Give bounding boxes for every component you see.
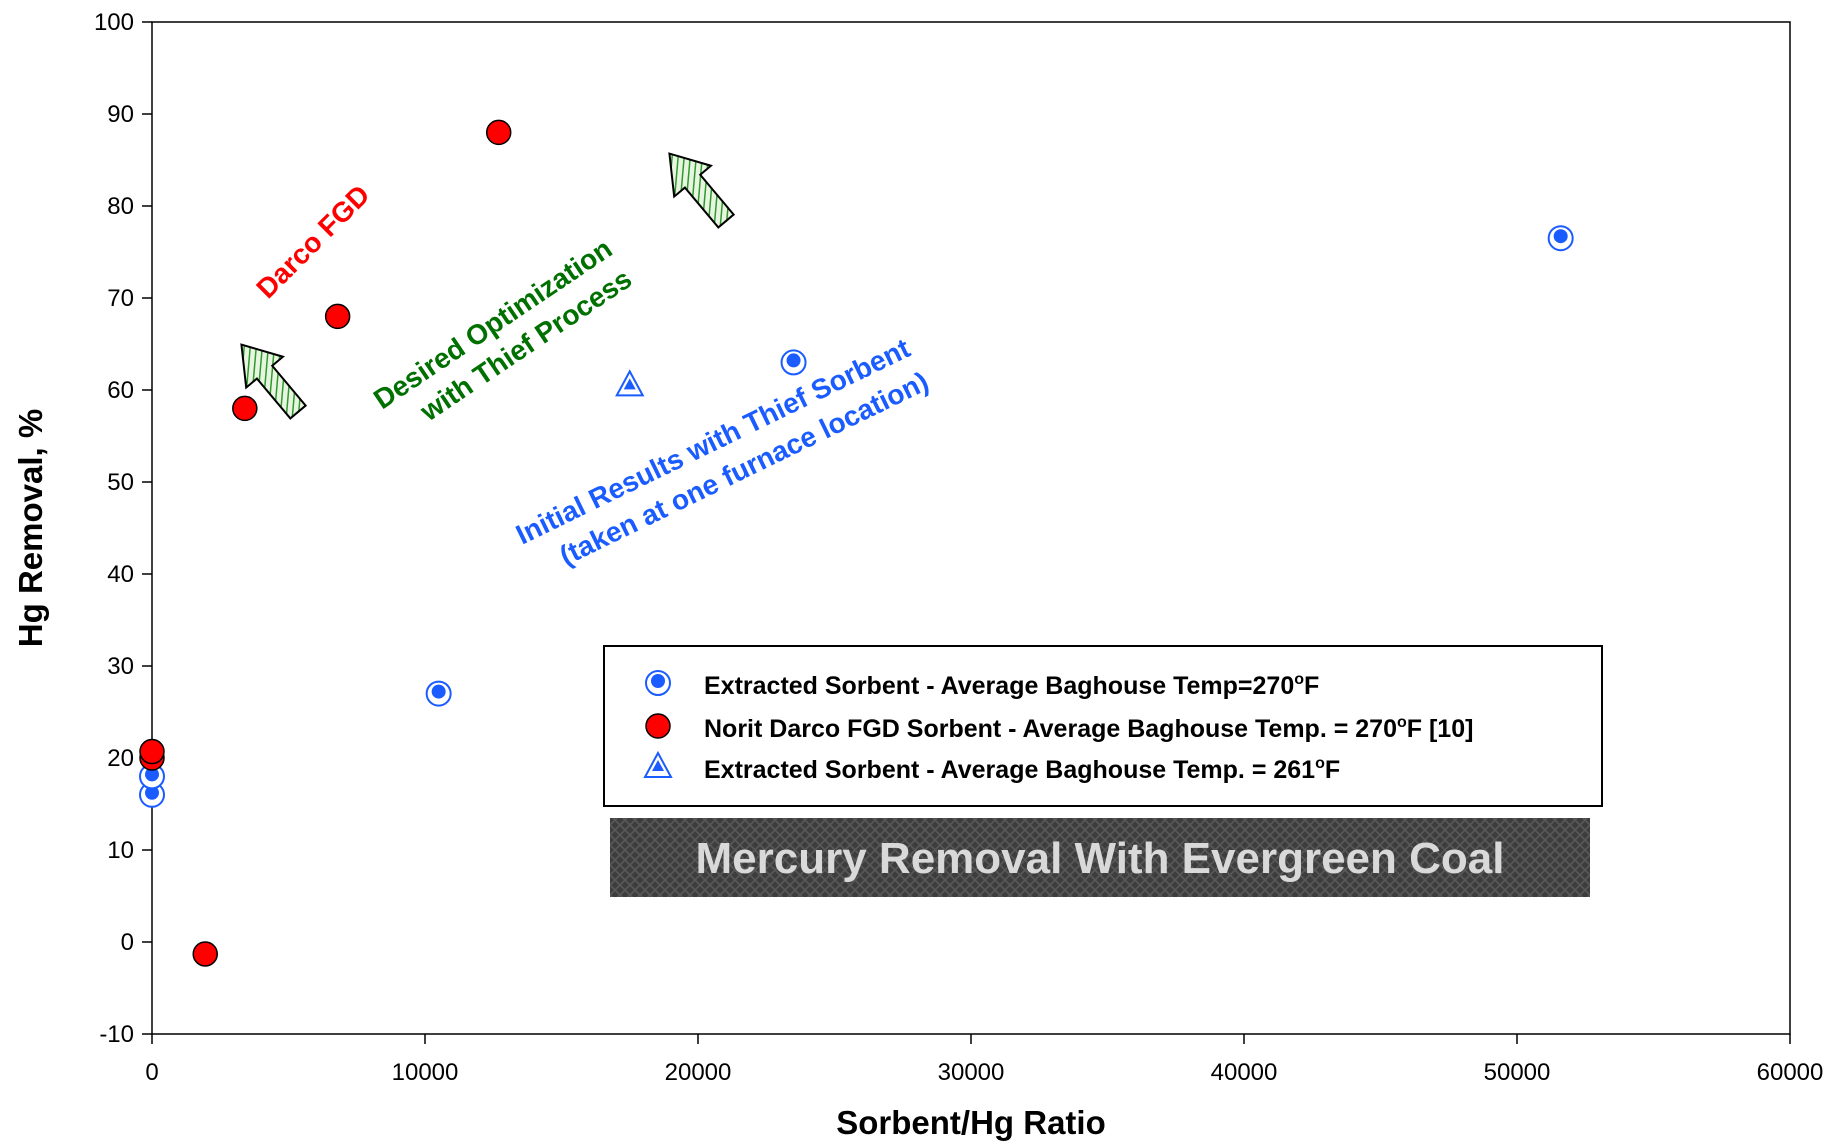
y-tick-label: 40 [107, 561, 134, 588]
y-axis-title: Hg Removal, % [12, 409, 49, 647]
banner-box [610, 818, 1590, 897]
legend-marker-extracted-261 [643, 750, 673, 778]
y-axis-ticks: -10 0 10 20 30 40 50 60 70 80 90 100 [94, 9, 152, 1048]
y-tick-label: 0 [121, 929, 134, 956]
point-extracted-270 [1547, 225, 1574, 252]
annotation-initial-results: Initial Results with Thief Sorbent (take… [511, 332, 934, 572]
legend-marker-symbol [645, 713, 671, 739]
x-axis-title: Sorbent/Hg Ratio [836, 1104, 1106, 1141]
y-tick-label: 20 [107, 745, 134, 772]
legend: Extracted Sorbent - Average Baghouse Tem… [603, 645, 1603, 807]
legend-marker-symbol [643, 750, 673, 778]
point-norit-darco [232, 395, 258, 422]
y-tick-label: 90 [107, 101, 134, 128]
legend-marker-symbol [645, 670, 671, 696]
y-tick-label: 70 [107, 285, 134, 312]
x-axis-ticks: 0 10000 20000 30000 40000 50000 60000 [145, 1034, 1823, 1086]
annotation-darco: Darco FGD [250, 179, 375, 304]
legend-item-norit-darco: Norit Darco FGD Sorbent - Average Baghou… [645, 713, 1473, 743]
y-tick-label: 60 [107, 377, 134, 404]
point-extracted-261 [615, 369, 645, 397]
x-tick-label: 60000 [1757, 1059, 1824, 1086]
point-norit-darco [139, 738, 165, 765]
y-tick-label: 50 [107, 469, 134, 496]
point-norit-darco [324, 303, 351, 330]
legend-label-extracted-261: Extracted Sorbent - Average Baghouse Tem… [704, 755, 1340, 784]
y-tick-label: -10 [99, 1021, 134, 1048]
legend-box [603, 645, 1603, 807]
y-tick-label: 10 [107, 837, 134, 864]
y-tick-label: 100 [94, 9, 134, 36]
annotation-optimization: Desired Optimization with Thief Process [368, 233, 637, 428]
x-tick-label: 30000 [938, 1059, 1005, 1086]
y-tick-label: 80 [107, 193, 134, 220]
annotation-initial-line1: Initial Results with Thief Sorbent [511, 332, 915, 550]
annotation-initial-line2: (taken at one furnace location) [555, 366, 934, 572]
legend-item-extracted-261: Extracted Sorbent - Average Baghouse Tem… [643, 750, 1340, 784]
arrow-up-left-2 [668, 152, 736, 229]
chart-banner: Mercury Removal With Evergreen Coal [610, 818, 1590, 897]
point-extracted-270 [780, 349, 807, 376]
arrow-up-left-1 [240, 343, 308, 420]
legend-marker-norit-darco [645, 713, 671, 739]
x-tick-label: 0 [145, 1059, 158, 1086]
x-tick-label: 10000 [392, 1059, 459, 1086]
point-extracted-270 [425, 680, 452, 707]
point-extracted-270 [139, 763, 165, 790]
point-norit-darco [192, 941, 218, 967]
x-tick-label: 20000 [665, 1059, 732, 1086]
x-tick-label: 40000 [1211, 1059, 1278, 1086]
point-extracted-270 [139, 781, 165, 808]
legend-marker-extracted-270 [645, 670, 671, 696]
banner-text: Mercury Removal With Evergreen Coal [696, 834, 1505, 883]
legend-item-extracted-270: Extracted Sorbent - Average Baghouse Tem… [645, 670, 1319, 700]
y-tick-label: 30 [107, 653, 134, 680]
legend-label-extracted-270: Extracted Sorbent - Average Baghouse Tem… [704, 671, 1319, 700]
legend-label-norit-darco: Norit Darco FGD Sorbent - Average Baghou… [704, 714, 1473, 743]
data-points [139, 119, 1574, 967]
point-norit-darco [485, 119, 512, 146]
x-tick-label: 50000 [1484, 1059, 1551, 1086]
